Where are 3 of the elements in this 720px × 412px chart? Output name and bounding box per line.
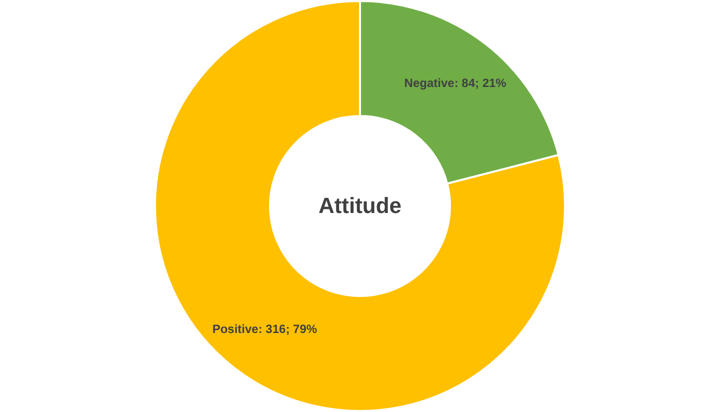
slice-label: Negative: 84; 21%	[404, 76, 507, 90]
slice-label: Positive: 316; 79%	[212, 322, 318, 336]
text: Attitude	[318, 193, 402, 218]
